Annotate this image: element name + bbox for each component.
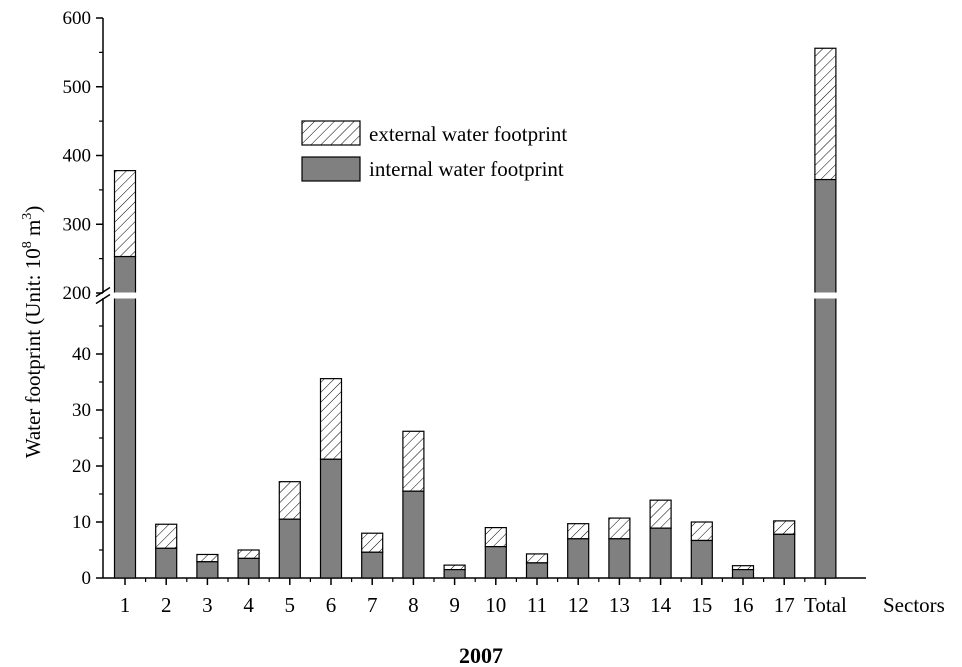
y-tick-label-upper: 300 bbox=[63, 214, 92, 235]
bar-internal-10 bbox=[484, 546, 507, 579]
bar-internal-12 bbox=[567, 538, 590, 579]
bar-external-6 bbox=[319, 378, 343, 460]
x-tick-label: 2 bbox=[161, 593, 172, 617]
y-tick-label-lower: 20 bbox=[72, 456, 91, 477]
y-tick-label-upper: 500 bbox=[63, 77, 92, 98]
bar-external-1 bbox=[113, 170, 137, 258]
bar-internal-15 bbox=[690, 539, 713, 579]
x-tick-label: 10 bbox=[485, 593, 506, 617]
x-axis-title: Sectors bbox=[883, 593, 945, 617]
y-tick-label-lower: 30 bbox=[72, 400, 91, 421]
x-tick-label: 1 bbox=[120, 593, 131, 617]
x-tick-label: 6 bbox=[326, 593, 337, 617]
legend-swatch-external bbox=[301, 120, 361, 146]
x-tick-label: 4 bbox=[243, 593, 254, 617]
bar-external-10 bbox=[484, 526, 507, 548]
axis-break-mark-upper bbox=[95, 286, 111, 298]
x-tick-label: 17 bbox=[774, 593, 795, 617]
bar-internal-7 bbox=[361, 551, 384, 579]
bar-internal-8 bbox=[402, 490, 425, 579]
bar-internal-13 bbox=[608, 538, 631, 579]
y-tick-label-lower: 10 bbox=[72, 512, 91, 533]
y-axis-title: Water footprint (Unit: 108 m3) bbox=[20, 206, 45, 459]
bar-internal-16 bbox=[731, 568, 755, 579]
bar-external-8 bbox=[402, 430, 425, 492]
bar-internal-6 bbox=[319, 458, 343, 579]
x-tick-label: 16 bbox=[733, 593, 754, 617]
x-tick-label: 8 bbox=[408, 593, 419, 617]
bar-external-Total bbox=[814, 47, 837, 181]
x-tick-label: 15 bbox=[691, 593, 712, 617]
bar-external-12 bbox=[567, 523, 590, 540]
bar-external-14 bbox=[649, 499, 672, 529]
bar-internal-9 bbox=[443, 568, 466, 579]
x-tick-label: 3 bbox=[202, 593, 213, 617]
bar-internal-4 bbox=[237, 557, 260, 579]
bar-internal-Total bbox=[814, 178, 837, 579]
x-tick-label: 13 bbox=[609, 593, 630, 617]
bars bbox=[112, 47, 838, 579]
bar-external-13 bbox=[608, 517, 631, 540]
x-tick-label: 11 bbox=[527, 593, 547, 617]
axis-break-mark-lower bbox=[95, 293, 111, 305]
axes bbox=[95, 18, 866, 579]
y-tick-label-upper: 600 bbox=[63, 8, 92, 29]
bar-internal-17 bbox=[773, 533, 796, 579]
bar-external-5 bbox=[278, 481, 301, 520]
x-tick-label: 14 bbox=[650, 593, 672, 617]
chart-title: 2007 bbox=[459, 643, 503, 667]
bar-internal-2 bbox=[155, 547, 178, 579]
bar-internal-3 bbox=[196, 561, 219, 579]
y-tick-label-upper: 200 bbox=[63, 283, 92, 304]
bar-external-3 bbox=[196, 553, 219, 563]
bar-internal-11 bbox=[525, 562, 549, 579]
bar-external-4 bbox=[237, 549, 260, 559]
bar-external-17 bbox=[773, 520, 796, 535]
x-tick-label: 7 bbox=[367, 593, 378, 617]
bar-break-gap bbox=[812, 292, 838, 299]
legend-label-internal: internal water footprint bbox=[369, 157, 564, 181]
x-tick-label: 5 bbox=[285, 593, 296, 617]
bar-internal-5 bbox=[278, 518, 301, 579]
bar-break-gap bbox=[112, 292, 138, 299]
bar-external-7 bbox=[361, 532, 384, 553]
bar-external-15 bbox=[690, 521, 713, 542]
legend-swatch-internal bbox=[301, 156, 361, 182]
y-tick-label-lower: 0 bbox=[82, 568, 92, 589]
x-tick-label: 9 bbox=[449, 593, 460, 617]
x-tick-label: 12 bbox=[568, 593, 589, 617]
y-tick-label-upper: 400 bbox=[63, 146, 92, 167]
bar-external-9 bbox=[443, 564, 466, 571]
bar-internal-14 bbox=[649, 527, 672, 579]
bar-external-11 bbox=[525, 553, 549, 564]
y-tick-label-lower: 40 bbox=[72, 344, 91, 365]
legend-label-external: external water footprint bbox=[369, 122, 567, 146]
legend: external water footprint internal water … bbox=[301, 120, 567, 182]
bar-internal-1 bbox=[113, 255, 137, 579]
bar-external-2 bbox=[155, 523, 178, 549]
x-tick-label: Total bbox=[804, 593, 847, 617]
